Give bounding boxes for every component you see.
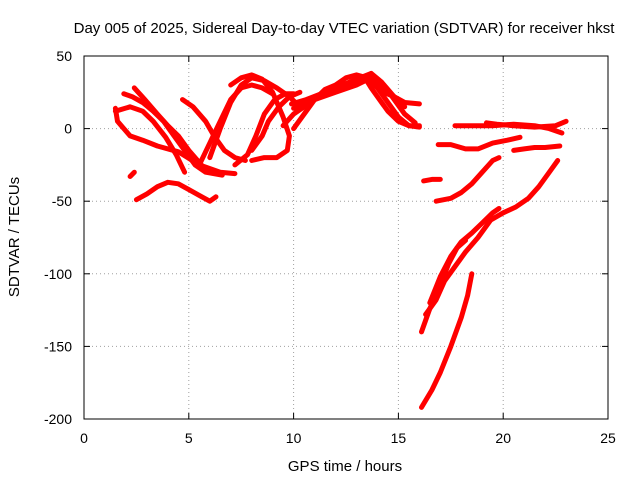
x-axis-label: GPS time / hours — [288, 458, 402, 475]
grid-lines — [84, 56, 608, 419]
series-arc-5 — [133, 179, 219, 204]
y-tick-label: -100 — [44, 266, 72, 282]
plot-frame — [83, 55, 609, 420]
series-arc-6 — [127, 169, 137, 179]
chart-title: Day 005 of 2025, Sidereal Day-to-day VTE… — [74, 20, 616, 37]
series-arc-3 — [121, 91, 225, 178]
series-arc-2 — [112, 104, 188, 175]
x-tick-label: 10 — [286, 430, 302, 446]
x-tick-label: 0 — [80, 430, 88, 446]
series-arc-27 — [423, 158, 561, 317]
data-series — [112, 70, 569, 410]
x-tick-label: 15 — [391, 430, 407, 446]
series-arc-22 — [421, 176, 443, 184]
series-arc-21 — [511, 143, 563, 153]
y-tick-label: -150 — [44, 338, 72, 354]
series-arc-12 — [249, 89, 303, 153]
series-arc-20 — [483, 118, 569, 130]
x-tick-label: 25 — [600, 430, 616, 446]
x-tick-label: 20 — [495, 430, 511, 446]
y-tick-label: 0 — [64, 121, 72, 137]
series-arc-26 — [419, 271, 475, 410]
y-tick-label: -200 — [44, 411, 72, 427]
y-tick-label: -50 — [52, 193, 72, 209]
series-arc-4 — [131, 85, 204, 168]
series-arc-23 — [433, 155, 502, 204]
y-tick-label: 50 — [56, 48, 72, 64]
x-tick-label: 5 — [185, 430, 193, 446]
series-arc-1 — [112, 105, 238, 177]
series-arc-11 — [228, 72, 292, 163]
series-arc-24 — [427, 206, 502, 306]
series-arc-17 — [362, 75, 422, 129]
y-axis-label: SDTVAR / TECUs — [6, 177, 23, 297]
series-arc-19 — [435, 134, 523, 152]
series-arc-10 — [232, 91, 297, 168]
